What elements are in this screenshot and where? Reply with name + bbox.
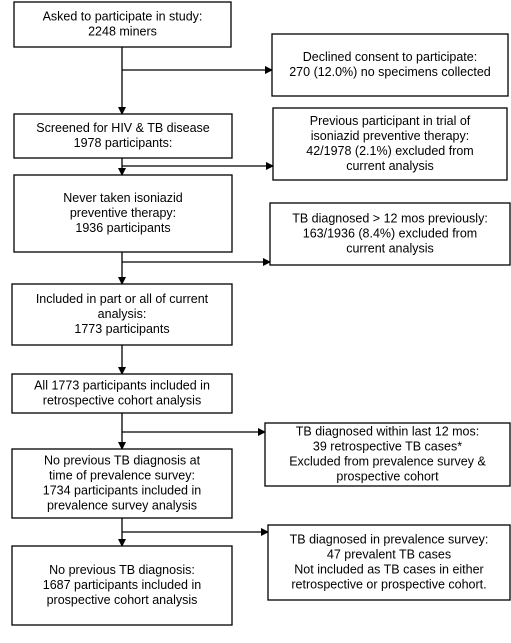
exclusion-text: current analysis (346, 159, 434, 173)
exclusion-text: TB diagnosed in prevalence survey: (290, 532, 489, 546)
step-text: Included in part or all of current (36, 292, 209, 306)
step-text: 1936 participants (75, 221, 170, 235)
step-text: prospective cohort analysis (47, 593, 198, 607)
step-text: Screened for HIV & TB disease (36, 121, 210, 135)
step-text: All 1773 participants included in (34, 378, 210, 392)
step-text: Never taken isoniazid (63, 191, 183, 205)
step-box (11, 373, 233, 414)
step-text: 1687 participants included in (43, 578, 201, 592)
exclusion-text: Previous participant in trial of (310, 114, 471, 128)
exclusion-box (271, 33, 509, 97)
step-box (11, 283, 233, 346)
step-box (13, 113, 233, 159)
exclusion-box (264, 422, 511, 487)
exclusion-text: Not included as TB cases in either (294, 562, 483, 576)
exclusion-text: 42/1978 (2.1%) excluded from (306, 144, 473, 158)
exclusion-text: prospective cohort (336, 469, 439, 483)
step-box (13, 174, 233, 253)
step-text: 1734 participants included in (43, 483, 201, 497)
step-box (13, 1, 232, 48)
step-text: No previous TB diagnosis: (49, 563, 195, 577)
exclusion-box (272, 107, 508, 181)
exclusion-box (269, 202, 511, 266)
step-text: 1978 participants: (74, 136, 173, 150)
exclusion-text: TB diagnosed within last 12 mos: (296, 424, 479, 438)
exclusion-text: TB diagnosed > 12 mos previously: (292, 211, 488, 225)
step-text: preventive therapy: (70, 206, 176, 220)
step-text: retrospective cohort analysis (43, 393, 201, 407)
exclusion-text: 39 retrospective TB cases* (313, 439, 462, 453)
exclusion-text: Declined consent to participate: (303, 50, 477, 64)
exclusion-text: Excluded from prevalence survey & (289, 454, 486, 468)
exclusion-box (267, 524, 511, 601)
step-text: prevalence survey analysis (47, 498, 197, 512)
exclusion-text: 163/1936 (8.4%) excluded from (303, 226, 477, 240)
exclusion-text: retrospective or prospective cohort. (291, 577, 486, 591)
exclusion-text: isoniazid preventive therapy: (311, 129, 469, 143)
step-text: time of prevalence survey: (49, 468, 195, 482)
step-text: 2248 miners (88, 24, 157, 38)
step-text: analysis: (98, 307, 147, 321)
step-box (11, 448, 233, 519)
exclusion-text: 270 (12.0%) no specimens collected (289, 65, 491, 79)
exclusion-text: 47 prevalent TB cases (327, 547, 451, 561)
step-text: Asked to participate in study: (43, 9, 203, 23)
exclusion-text: current analysis (346, 241, 434, 255)
step-text: No previous TB diagnosis at (44, 453, 201, 467)
step-text: 1773 participants (74, 322, 169, 336)
step-box (11, 545, 233, 626)
